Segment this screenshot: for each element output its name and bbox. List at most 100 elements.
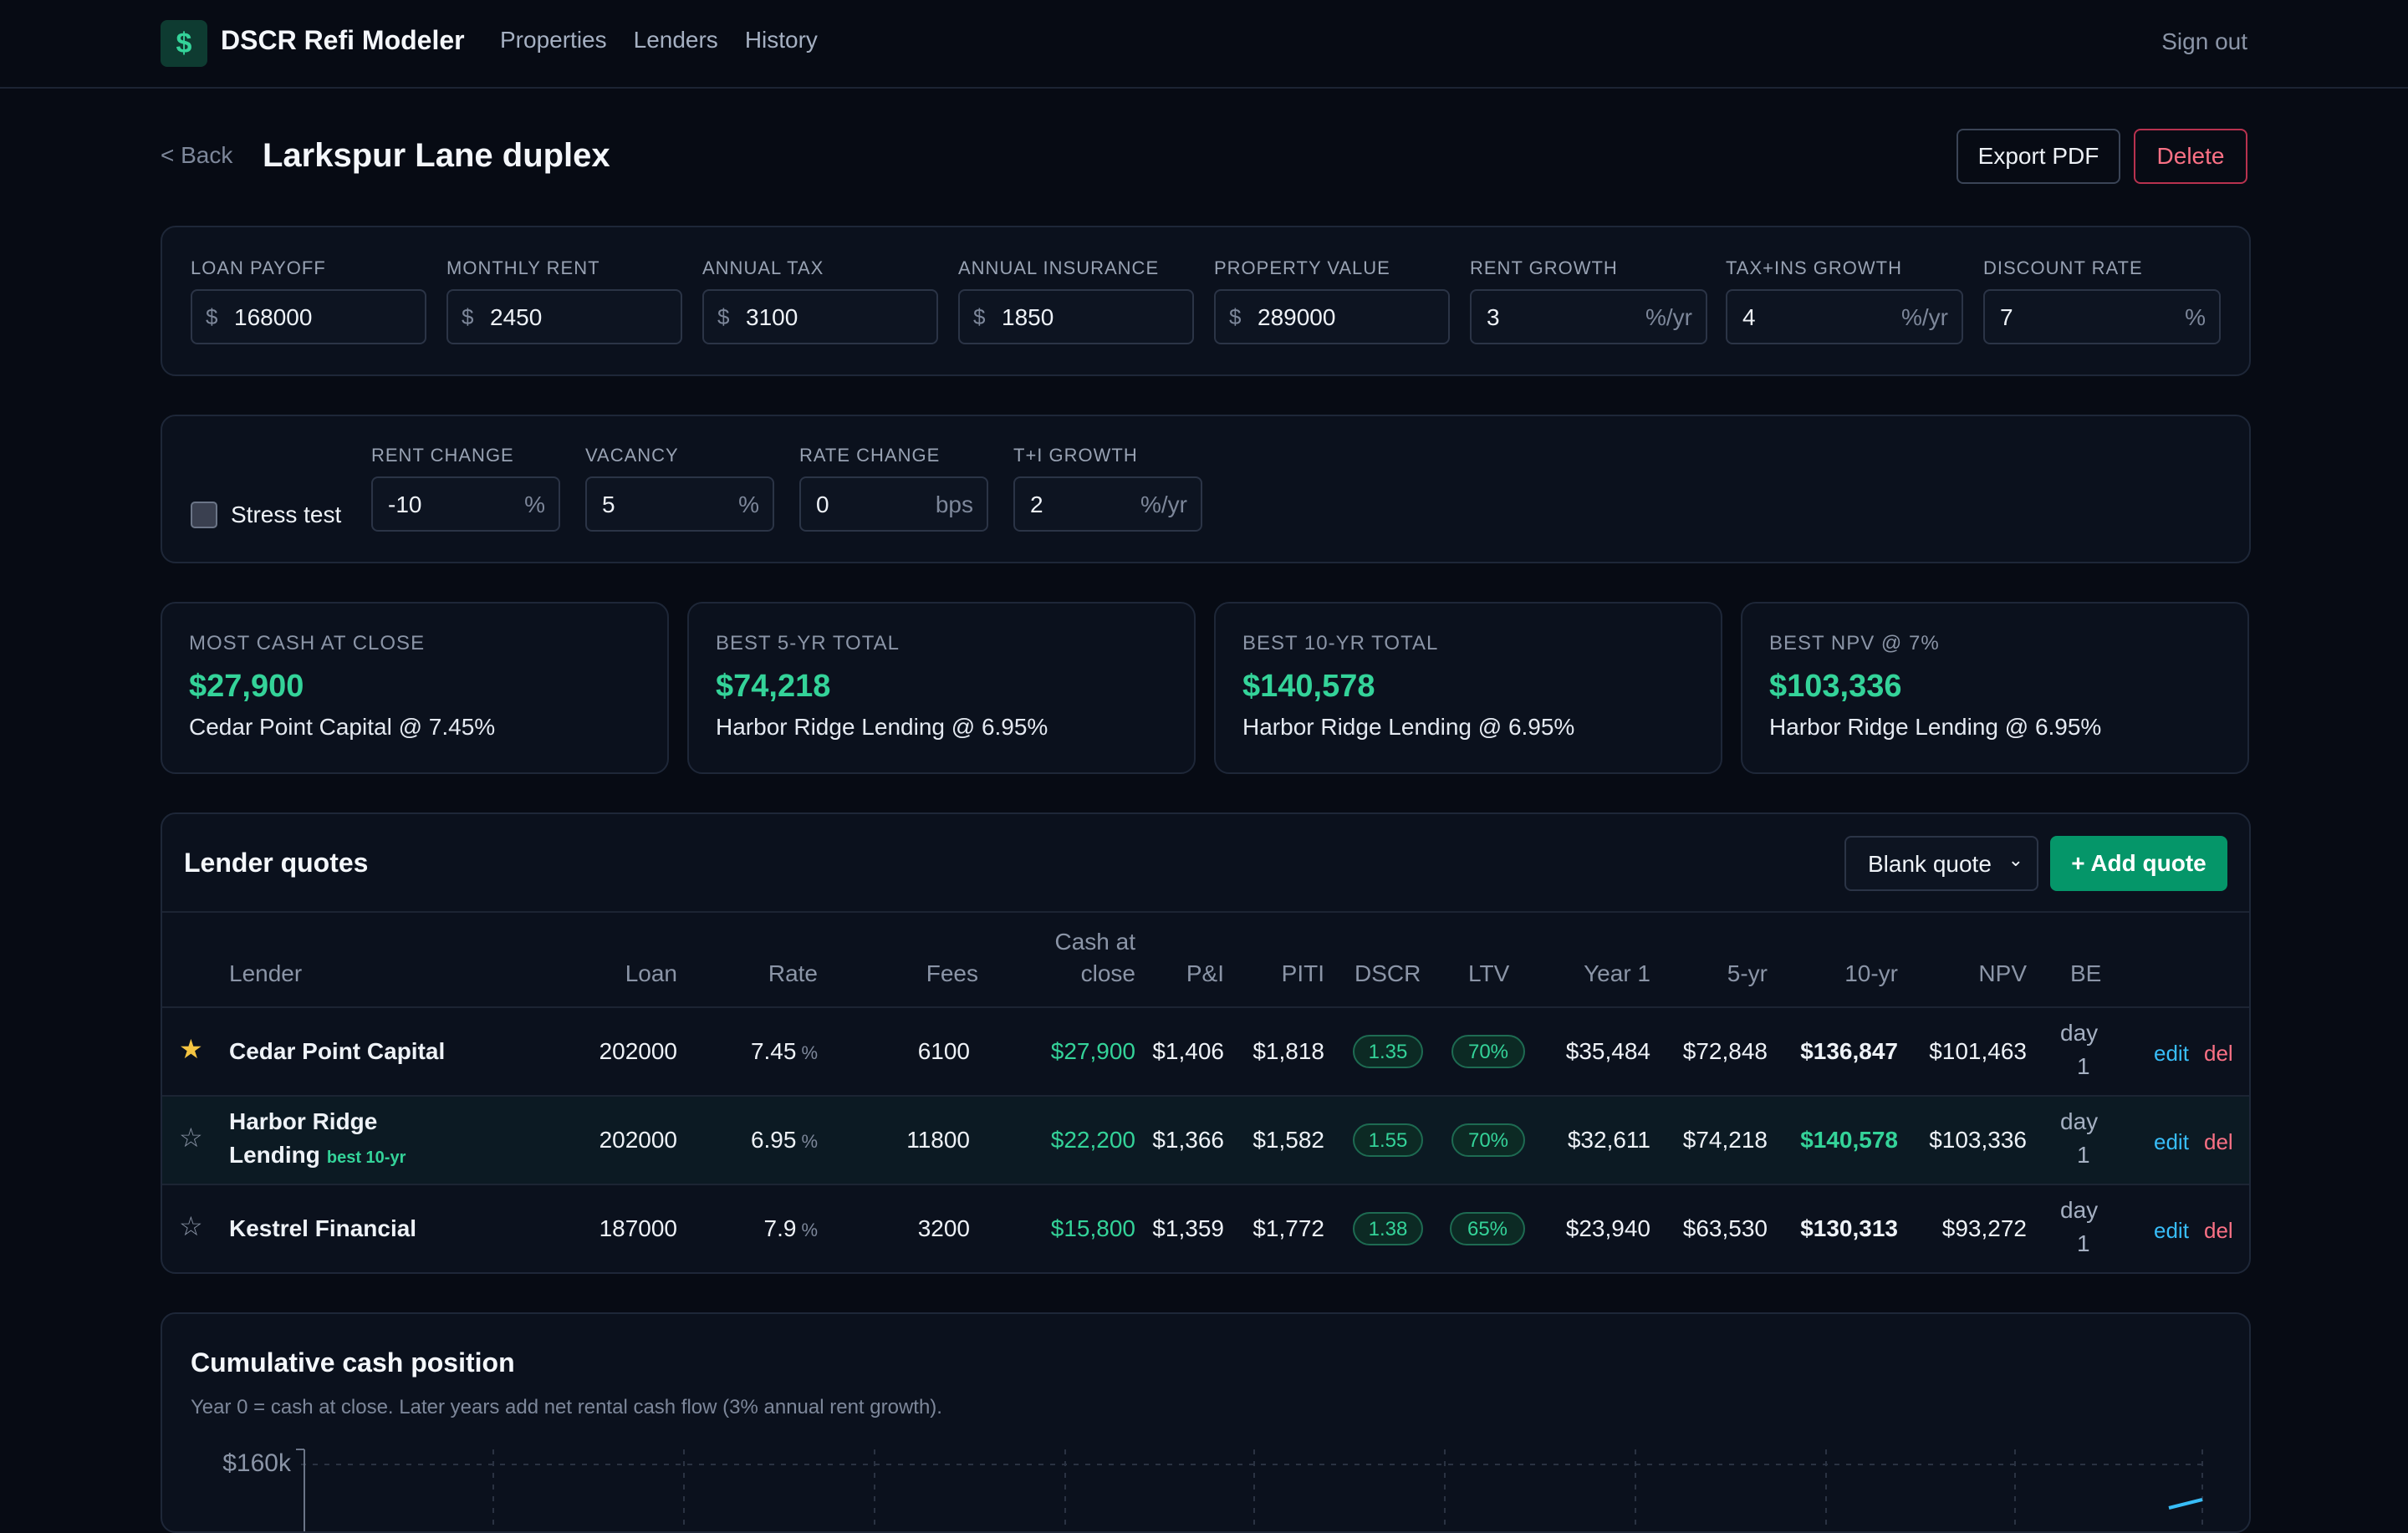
- loan-value: 202000: [599, 1038, 677, 1064]
- delete-button[interactable]: Delete: [2134, 129, 2247, 184]
- edit-link[interactable]: edit: [2154, 1041, 2189, 1066]
- ti-growth-input[interactable]: 2 %/yr: [1013, 476, 1202, 532]
- rate-cell: 6.95%: [751, 1123, 818, 1159]
- npv-value: $103,336: [1929, 1127, 2027, 1153]
- lender-name-line2: Lending: [229, 1142, 320, 1168]
- discount-rate-input[interactable]: 7 %: [1983, 289, 2221, 344]
- be-label: day: [2060, 1197, 2099, 1223]
- dscr-badge: 1.55: [1353, 1123, 1423, 1157]
- divider: [162, 1184, 2249, 1185]
- cumulative-cash-chart-panel: Cumulative cash position Year 0 = cash a…: [161, 1312, 2251, 1533]
- unit-suffix: %/yr: [1645, 304, 1692, 330]
- cash-at-close-value: $27,900: [1050, 1038, 1135, 1064]
- edit-link[interactable]: edit: [2154, 1218, 2189, 1243]
- col-header-pi: P&I: [1186, 960, 1224, 986]
- annual-insurance-field: ANNUAL INSURANCE $ 1850: [958, 257, 1194, 344]
- loan-payoff-input[interactable]: $ 168000: [191, 289, 426, 344]
- sign-out-link[interactable]: Sign out: [2161, 28, 2247, 54]
- rent-growth-field: RENT GROWTH 3 %/yr: [1470, 257, 1707, 344]
- card-value: $74,218: [716, 669, 831, 704]
- y-tick-label: $160k: [222, 1449, 292, 1477]
- edit-link[interactable]: edit: [2154, 1129, 2189, 1154]
- cash-at-close-value: $15,800: [1050, 1215, 1135, 1241]
- property-inputs-panel: LOAN PAYOFF $ 168000 MONTHLY RENT $ 2450…: [161, 226, 2251, 376]
- rate-unit: %: [801, 1131, 818, 1152]
- tax-ins-growth-input[interactable]: 4 %/yr: [1726, 289, 1963, 344]
- summary-card-best-5yr: BEST 5-YR TOTAL $74,218 Harbor Ridge Len…: [687, 602, 1196, 774]
- annual-insurance-input[interactable]: $ 1850: [958, 289, 1194, 344]
- table-row[interactable]: ☆ Harbor Ridge Lending best 10-yr 202000 …: [162, 1097, 2249, 1184]
- pi-value: $1,359: [1152, 1215, 1224, 1241]
- dollar-prefix: $: [717, 304, 730, 329]
- field-value: 168000: [234, 304, 313, 330]
- export-pdf-button[interactable]: Export PDF: [1956, 129, 2120, 184]
- col-header-dscr: DSCR: [1354, 960, 1421, 986]
- unit-suffix: %: [2185, 304, 2206, 330]
- app-title[interactable]: DSCR Refi Modeler: [221, 25, 465, 55]
- 10yr-value: $140,578: [1800, 1127, 1898, 1153]
- annual-tax-input[interactable]: $ 3100: [702, 289, 938, 344]
- card-label: MOST CASH AT CLOSE: [189, 632, 426, 654]
- stress-test-checkbox[interactable]: [191, 502, 217, 528]
- unit-suffix: %: [524, 491, 545, 517]
- property-value-input[interactable]: $ 289000: [1214, 289, 1450, 344]
- unit-suffix: %/yr: [1901, 304, 1948, 330]
- star-outline-icon[interactable]: ☆: [179, 1123, 203, 1153]
- lender-name-line1: Harbor Ridge: [229, 1108, 378, 1134]
- dscr-badge: 1.38: [1353, 1212, 1423, 1245]
- field-label: LOAN PAYOFF: [191, 257, 326, 278]
- field-value: 2: [1030, 491, 1043, 517]
- stress-test-toggle[interactable]: Stress test: [191, 502, 341, 528]
- 5yr-value: $74,218: [1682, 1127, 1768, 1153]
- cash-at-close-value: $22,200: [1050, 1127, 1135, 1153]
- rent-change-input[interactable]: -10 %: [371, 476, 560, 532]
- vacancy-field: VACANCY 5 %: [585, 445, 774, 532]
- summary-card-cash-at-close: MOST CASH AT CLOSE $27,900 Cedar Point C…: [161, 602, 669, 774]
- field-value: 289000: [1258, 304, 1336, 330]
- nav-link-lenders[interactable]: Lenders: [633, 27, 718, 53]
- field-label: RATE CHANGE: [799, 445, 941, 466]
- summary-card-best-npv: BEST NPV @ 7% $103,336 Harbor Ridge Lend…: [1741, 602, 2249, 774]
- star-filled-icon[interactable]: ★: [179, 1034, 203, 1064]
- card-value: $103,336: [1769, 669, 1902, 704]
- loan-value: 202000: [599, 1127, 677, 1153]
- table-row[interactable]: ☆ Kestrel Financial 187000 7.9% 3200 $15…: [162, 1185, 2249, 1272]
- rate-unit: %: [801, 1220, 818, 1240]
- monthly-rent-input[interactable]: $ 2450: [446, 289, 682, 344]
- col-header-loan: Loan: [625, 960, 677, 986]
- card-label: BEST 10-YR TOTAL: [1242, 632, 1439, 654]
- divider: [162, 911, 2249, 913]
- delete-link[interactable]: del: [2204, 1218, 2233, 1243]
- field-label: PROPERTY VALUE: [1214, 257, 1390, 278]
- quote-template-select[interactable]: Blank quote ⌄: [1844, 836, 2038, 891]
- table-row[interactable]: ★ Cedar Point Capital 202000 7.45% 6100 …: [162, 1008, 2249, 1095]
- col-header-lender: Lender: [229, 960, 303, 986]
- nav-link-properties[interactable]: Properties: [500, 27, 607, 53]
- rate-change-input[interactable]: 0 bps: [799, 476, 988, 532]
- chart-subtitle: Year 0 = cash at close. Later years add …: [191, 1396, 942, 1418]
- best-badge: best 10-yr: [326, 1148, 406, 1167]
- field-label: T+I GROWTH: [1013, 445, 1138, 466]
- field-label: ANNUAL TAX: [702, 257, 824, 278]
- year1-value: $32,611: [1567, 1127, 1650, 1153]
- field-label: VACANCY: [585, 445, 679, 466]
- main-nav: Properties Lenders History: [500, 27, 818, 53]
- field-label: DISCOUNT RATE: [1983, 257, 2143, 278]
- back-link[interactable]: < Back: [161, 142, 233, 168]
- star-outline-icon[interactable]: ☆: [179, 1211, 203, 1241]
- year1-value: $23,940: [1565, 1215, 1650, 1241]
- ti-growth-field: T+I GROWTH 2 %/yr: [1013, 445, 1202, 532]
- monthly-rent-field: MONTHLY RENT $ 2450: [446, 257, 682, 344]
- vacancy-input[interactable]: 5 %: [585, 476, 774, 532]
- discount-rate-field: DISCOUNT RATE 7 %: [1983, 257, 2221, 344]
- add-quote-button[interactable]: + Add quote: [2050, 836, 2227, 891]
- delete-link[interactable]: del: [2204, 1129, 2233, 1154]
- ltv-badge: 65%: [1450, 1212, 1525, 1245]
- property-value-field: PROPERTY VALUE $ 289000: [1214, 257, 1450, 344]
- npv-value: $101,463: [1929, 1038, 2027, 1064]
- nav-link-history[interactable]: History: [744, 27, 818, 53]
- card-subtext: Harbor Ridge Lending @ 6.95%: [1242, 714, 1575, 740]
- delete-link[interactable]: del: [2204, 1041, 2233, 1066]
- rent-growth-input[interactable]: 3 %/yr: [1470, 289, 1707, 344]
